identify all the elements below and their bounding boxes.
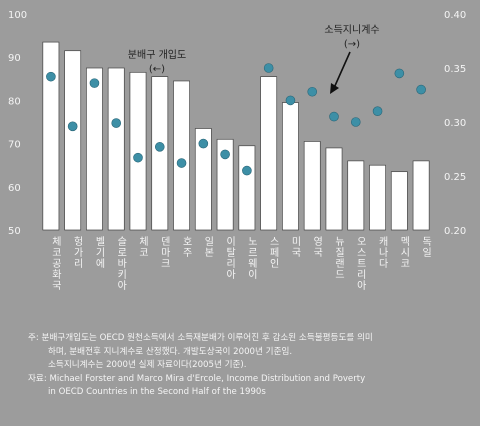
gini-point	[242, 165, 252, 176]
bar	[194, 128, 212, 231]
category-label: 영국	[311, 236, 323, 258]
bar	[347, 160, 365, 231]
gini-point	[111, 118, 122, 128]
y-right-tick-label: 0.40	[444, 10, 466, 21]
bar	[260, 76, 278, 231]
bar	[282, 102, 299, 231]
y-left-tick-label: 70	[8, 140, 21, 151]
y-left-tick-label: 100	[8, 10, 27, 21]
gini-point	[89, 78, 100, 88]
category-label: 캐나다	[376, 236, 388, 269]
y-left-tick-label: 50	[8, 226, 21, 237]
gini-point	[416, 84, 426, 95]
y-right-tick-label: 0.25	[444, 172, 466, 183]
gini-point	[46, 71, 56, 82]
chart-area: 100 90 80 70 60 50 0.40 0.35 0.30 0.25 0.20 체코공화국 헝가…	[8, 10, 466, 291]
y-left-tick-label: 90	[8, 53, 21, 64]
bar	[64, 50, 82, 231]
category-label: 헝가리	[71, 236, 83, 269]
y-right-tick-label: 0.35	[444, 64, 466, 75]
annotation-arrow-head	[330, 83, 339, 94]
annotation-redistribution: 분배구 개입도	[128, 48, 186, 61]
bar-dot-chart: 100 90 80 70 60 50 0.40 0.35 0.30 0.25 0.20 체코공화국 헝가…	[8, 10, 466, 291]
category-label: 호주	[180, 236, 192, 258]
note-line-5: in OECD Countries in the Second Half of …	[48, 387, 266, 397]
category-label: 슬로바키아	[115, 236, 127, 291]
y-left-tick-label: 80	[8, 96, 21, 107]
gini-point	[198, 138, 209, 149]
annotation-gini: 소득지니계수	[324, 24, 379, 36]
category-label: 멕시코	[398, 236, 410, 269]
bar	[238, 145, 256, 231]
category-label: 미국	[289, 236, 301, 258]
gini-point	[154, 142, 165, 152]
gini-point	[307, 86, 318, 97]
category-label: 오스트리아	[354, 236, 366, 291]
note-line-2: 하며, 분배전후 지니계수로 산정했다. 개발도상국이 2000년 기준임.	[48, 346, 293, 357]
bar	[86, 67, 103, 231]
annotation-redistribution-sub: (←)	[149, 64, 165, 75]
category-label: 노르웨이	[245, 236, 257, 280]
chart-notes: 주: 분배구개입도는 OECD 원천소득에서 소득재분배가 이루어진 후 감소된…	[28, 332, 476, 400]
gini-point	[220, 149, 230, 160]
bar	[151, 76, 169, 231]
gini-point	[263, 63, 274, 73]
gini-point	[394, 68, 405, 79]
annotation-arrow-line	[333, 51, 351, 89]
note-line-3: 소득지니계수는 2000년 실제 자료이다(2005년 기준).	[48, 360, 247, 370]
bar	[42, 41, 60, 231]
bar	[390, 171, 408, 231]
category-label: 덴마크	[158, 236, 170, 269]
bar	[303, 141, 321, 231]
note-line-1: 주: 분배구개입도는 OECD 원천소득에서 소득재분배가 이루어진 후 감소된…	[28, 333, 373, 343]
category-label: 일본	[202, 236, 214, 258]
bar	[129, 71, 147, 231]
y-left-tick-label: 60	[8, 183, 21, 194]
gini-point	[285, 95, 296, 106]
category-label: 이탈리아	[224, 236, 236, 280]
note-line-4: 자료: Michael Forster and Marco Mira d'Erc…	[28, 373, 366, 384]
category-label: 스페인	[267, 236, 279, 269]
category-label: 체코	[137, 236, 149, 258]
gini-point	[329, 111, 339, 122]
bar	[107, 67, 125, 231]
category-label: 독일	[420, 236, 432, 258]
gini-point	[176, 158, 187, 168]
gini-point	[350, 117, 361, 127]
gini-point	[67, 121, 78, 132]
category-label: 뉴질랜드	[333, 236, 345, 280]
bar	[325, 147, 343, 231]
gini-point	[372, 106, 383, 116]
bar	[216, 138, 234, 231]
gini-point	[133, 152, 143, 163]
bar	[369, 164, 386, 231]
y-right-tick-label: 0.30	[444, 118, 466, 129]
bar	[412, 160, 430, 231]
annotation-gini-sub: (→)	[344, 39, 360, 50]
category-label: 벨기에	[93, 236, 105, 269]
y-right-tick-label: 0.20	[444, 226, 466, 237]
bar	[173, 80, 190, 231]
category-label: 체코공화국	[49, 236, 61, 291]
